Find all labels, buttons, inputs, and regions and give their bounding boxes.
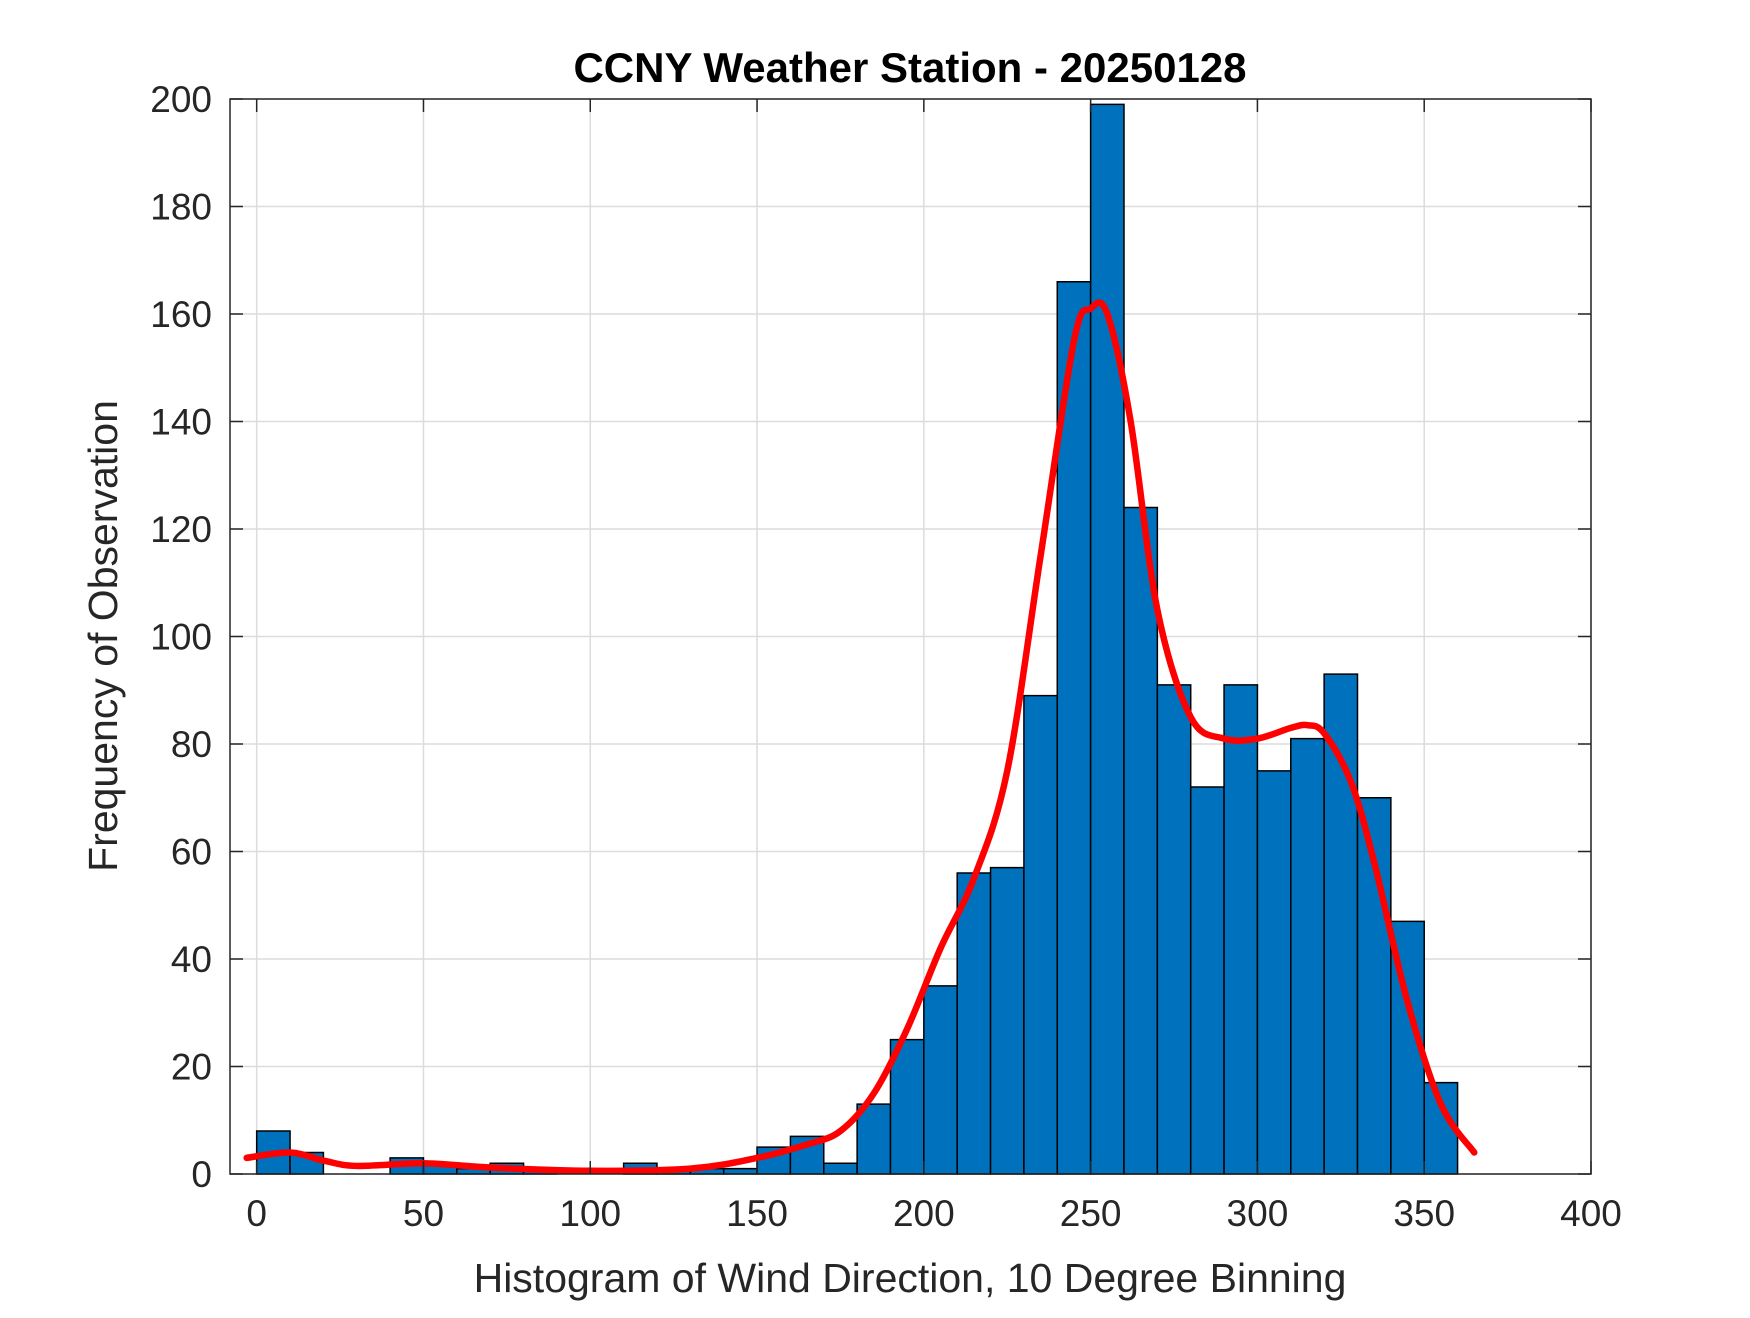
x-tick-label: 150 (726, 1193, 788, 1234)
fit-curve-layer (243, 299, 1478, 1175)
y-tick-label: 140 (150, 402, 212, 443)
histogram-bar (1156, 684, 1192, 1175)
y-axis-title: Frequency of Observation (80, 400, 126, 872)
histogram-bar (856, 1103, 892, 1175)
x-tick-label: 400 (1560, 1193, 1622, 1234)
x-tick-label: 100 (559, 1193, 621, 1234)
fit-curve-line (243, 299, 1478, 1175)
histogram-bar (1023, 694, 1059, 1175)
chart-title: CCNY Weather Station - 20250128 (573, 44, 1246, 91)
y-tick-label: 100 (150, 617, 212, 658)
y-tick-label: 60 (171, 832, 212, 873)
x-tick-label: 0 (246, 1193, 267, 1234)
x-tick-label: 50 (403, 1193, 444, 1234)
histogram-bar (923, 985, 958, 1175)
histogram-bar (823, 1162, 858, 1175)
y-tick-label: 80 (171, 724, 212, 765)
histogram-bar (1123, 506, 1159, 1175)
y-tick-label: 200 (150, 79, 212, 120)
histogram-bar (722, 1167, 758, 1175)
histogram-bar (1290, 737, 1325, 1175)
histogram-bar (1223, 684, 1259, 1175)
histogram-bar (956, 872, 992, 1175)
x-tick-label: 200 (893, 1193, 955, 1234)
y-tick-label: 40 (171, 939, 212, 980)
y-tick-label: 0 (191, 1154, 212, 1195)
x-tick-label: 300 (1227, 1193, 1289, 1234)
histogram-bar (1089, 103, 1125, 1175)
histogram-bar (989, 866, 1025, 1175)
x-tick-label: 250 (1060, 1193, 1122, 1234)
y-tick-label: 180 (150, 187, 212, 228)
y-tick-label: 20 (171, 1047, 212, 1088)
axis-ticks: 0 50 100 150 200 250 300 350 400 0 20 40 60 80 100 120 1… (150, 79, 1622, 1234)
histogram-bar (1323, 673, 1359, 1175)
histogram-bar (1256, 770, 1292, 1175)
y-tick-label: 120 (150, 509, 212, 550)
x-axis-title: Histogram of Wind Direction, 10 Degree B… (474, 1255, 1347, 1301)
histogram-bar (1189, 786, 1225, 1175)
histogram-bar (1056, 281, 1092, 1175)
y-tick-label: 160 (150, 294, 212, 335)
x-tick-label: 350 (1393, 1193, 1455, 1234)
